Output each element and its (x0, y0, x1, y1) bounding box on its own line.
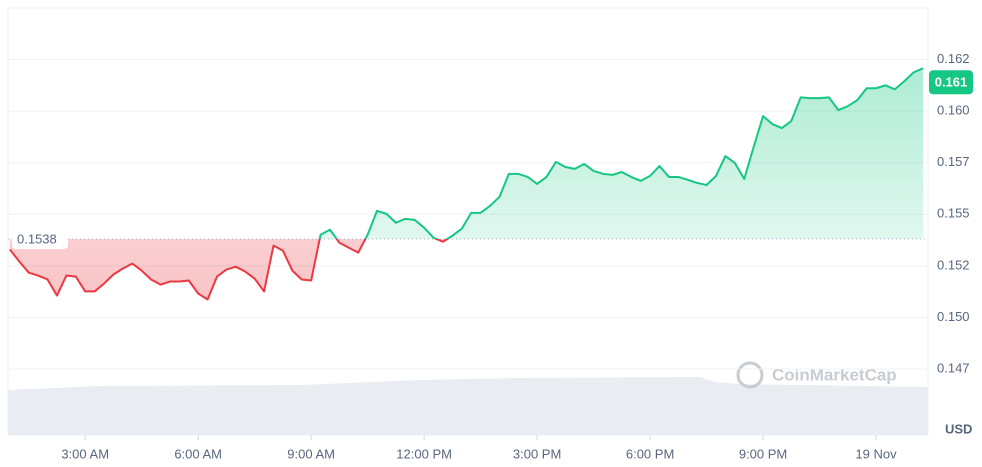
watermark: CoinMarketCap (736, 361, 897, 389)
currency-label: USD (945, 421, 972, 436)
price-badge (929, 70, 973, 95)
baseline-label-bg (12, 229, 68, 250)
volume-area (8, 377, 928, 435)
y-tick-label: 0.162 (937, 51, 970, 66)
x-tick-label: 9:00 PM (739, 446, 787, 461)
x-tick-label: 9:00 AM (287, 446, 335, 461)
y-tick-label: 0.152 (937, 257, 970, 272)
area-down (9, 239, 924, 300)
x-tick-label: 3:00 AM (61, 446, 109, 461)
x-tick-label: 19 Nov (855, 446, 897, 461)
y-tick-label: 0.147 (937, 360, 970, 375)
y-tick-label: 0.157 (937, 154, 970, 169)
price-line (9, 67, 924, 301)
watermark-text: CoinMarketCap (772, 365, 897, 384)
x-tick-label: 6:00 AM (174, 446, 222, 461)
price-badge-label: 0.161 (935, 75, 968, 90)
x-tick-label: 12:00 PM (396, 446, 452, 461)
y-tick-label: 0.160 (937, 103, 970, 118)
x-tick-label: 6:00 PM (626, 446, 674, 461)
area-up (319, 68, 924, 240)
baseline-label: 0.1538 (17, 231, 57, 246)
y-tick-label: 0.150 (937, 309, 970, 324)
x-tick-label: 3:00 PM (513, 446, 561, 461)
y-tick-label: 0.155 (937, 206, 970, 221)
